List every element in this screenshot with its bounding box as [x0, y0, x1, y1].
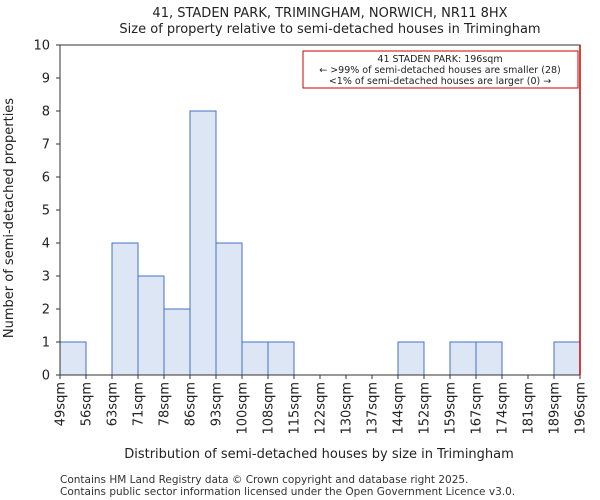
bar	[553, 341, 581, 376]
bar	[189, 110, 217, 376]
y-tick-label: 2	[42, 303, 50, 318]
x-tick-label: 137sqm	[366, 382, 381, 435]
chart-subtitle: Size of property relative to semi-detach…	[119, 22, 540, 37]
y-tick-label: 0	[42, 369, 50, 384]
x-tick-label: 115sqm	[288, 382, 303, 435]
bar	[449, 341, 477, 376]
annotation-line-3: <1% of semi-detached houses are larger (…	[329, 76, 551, 87]
annotation-line-1: 41 STADEN PARK: 196sqm	[377, 54, 502, 65]
y-tick-label: 6	[42, 171, 50, 186]
x-tick-label: 174sqm	[496, 382, 511, 435]
x-tick-label: 56sqm	[80, 382, 95, 426]
bar	[163, 308, 191, 376]
bar	[397, 341, 425, 376]
y-tick-label: 1	[42, 336, 50, 351]
x-tick-label: 78sqm	[158, 382, 173, 426]
y-tick-label: 4	[42, 237, 50, 252]
annotation-box: 41 STADEN PARK: 196sqm ← >99% of semi-de…	[302, 50, 579, 89]
x-axis-ticks: 49sqm 56sqm 63sqm 71sqm 78sqm 86sqm 93sqm 100sq…	[54, 375, 589, 435]
bar	[475, 341, 503, 376]
x-tick-label: 122sqm	[314, 382, 329, 435]
x-tick-label: 167sqm	[470, 382, 485, 435]
x-tick-label: 196sqm	[574, 382, 589, 435]
y-tick-label: 5	[42, 204, 50, 219]
x-tick-label: 100sqm	[236, 382, 251, 435]
chart-title: 41, STADEN PARK, TRIMINGHAM, NORWICH, NR…	[152, 6, 507, 21]
annotation-line-2: ← >99% of semi-detached houses are small…	[319, 65, 561, 76]
bar	[215, 242, 243, 376]
y-tick-label: 8	[42, 105, 50, 120]
x-tick-label: 130sqm	[340, 382, 355, 435]
x-tick-label: 159sqm	[444, 382, 459, 435]
x-tick-label: 108sqm	[262, 382, 277, 435]
y-tick-label: 3	[42, 270, 50, 285]
bars-group	[59, 110, 581, 376]
footer-line-2: Contains public sector information licen…	[60, 486, 515, 498]
x-tick-label: 189sqm	[548, 382, 563, 435]
x-tick-label: 63sqm	[106, 382, 121, 426]
x-tick-label: 49sqm	[54, 382, 69, 426]
bar	[241, 341, 269, 376]
footer-line-1: Contains HM Land Registry data © Crown c…	[60, 474, 468, 486]
x-axis-label: Distribution of semi-detached houses by …	[124, 447, 514, 462]
x-tick-label: 144sqm	[392, 382, 407, 435]
y-tick-label: 10	[33, 39, 50, 54]
x-tick-label: 86sqm	[184, 382, 199, 426]
annotation-frame	[302, 50, 579, 89]
x-tick-label: 152sqm	[418, 382, 433, 435]
bar	[59, 341, 87, 376]
y-tick-label: 7	[42, 138, 50, 153]
bar	[111, 242, 139, 376]
bar	[267, 341, 295, 376]
x-tick-label: 181sqm	[522, 382, 537, 435]
y-tick-label: 9	[42, 72, 50, 87]
x-tick-label: 93sqm	[210, 382, 225, 426]
y-axis-label: Number of semi-detached properties	[2, 98, 17, 338]
y-axis-ticks: 0 1 2 3 4 5 6 7 8 9 10	[33, 39, 60, 384]
x-tick-label: 71sqm	[132, 382, 147, 426]
bar	[137, 275, 165, 376]
